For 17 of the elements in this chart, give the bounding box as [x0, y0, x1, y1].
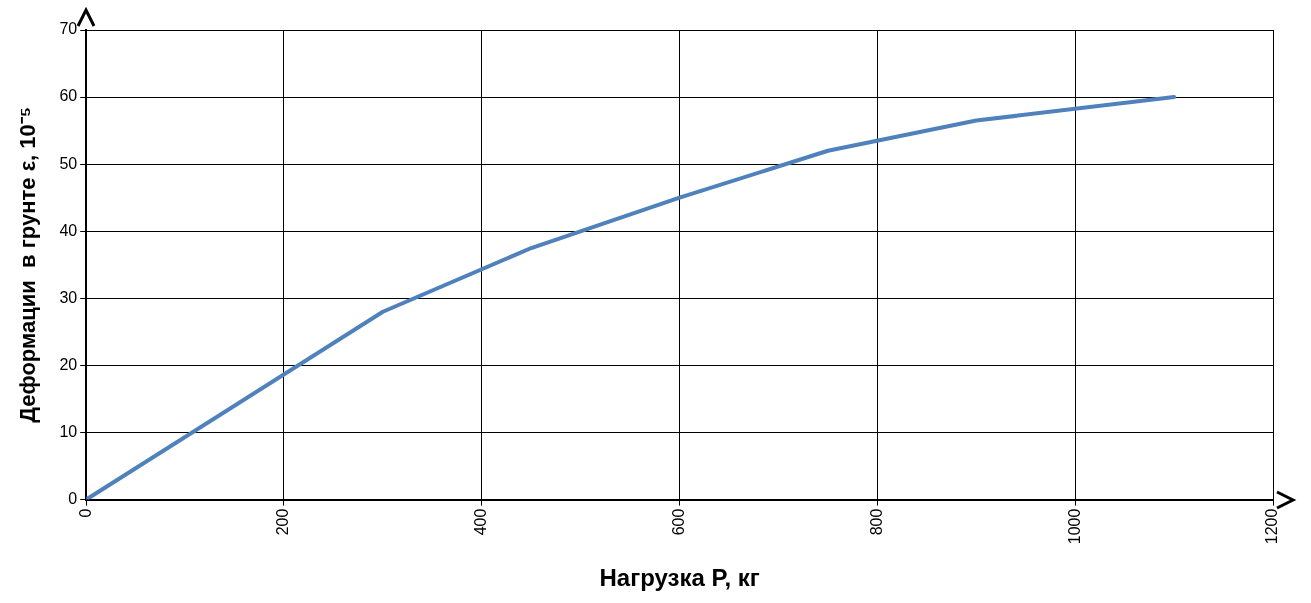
x-tick-label: 200 [274, 508, 292, 536]
y-tick-label: 30 [59, 288, 78, 306]
x-tick-label: 800 [867, 508, 885, 536]
y-tick-label: 20 [59, 355, 78, 373]
y-tick-label: 50 [59, 154, 78, 172]
y-axis-title: Деформации в грунте ε, 10⁻⁵ [15, 106, 41, 423]
y-tick-label: 70 [59, 20, 78, 38]
x-tick-label: 1000 [1065, 508, 1083, 545]
x-axis-title: Нагрузка P, кг [599, 564, 760, 592]
x-tick-label: 400 [472, 508, 490, 536]
x-tick-label: 600 [670, 508, 687, 536]
x-tick-label: 0 [76, 508, 94, 518]
y-tick-label: 60 [59, 87, 78, 105]
x-tick-label: 1200 [1263, 508, 1281, 545]
y-tick-label: 40 [59, 221, 78, 239]
y-tick-label: 0 [68, 490, 78, 508]
y-tick-label: 10 [59, 422, 78, 440]
